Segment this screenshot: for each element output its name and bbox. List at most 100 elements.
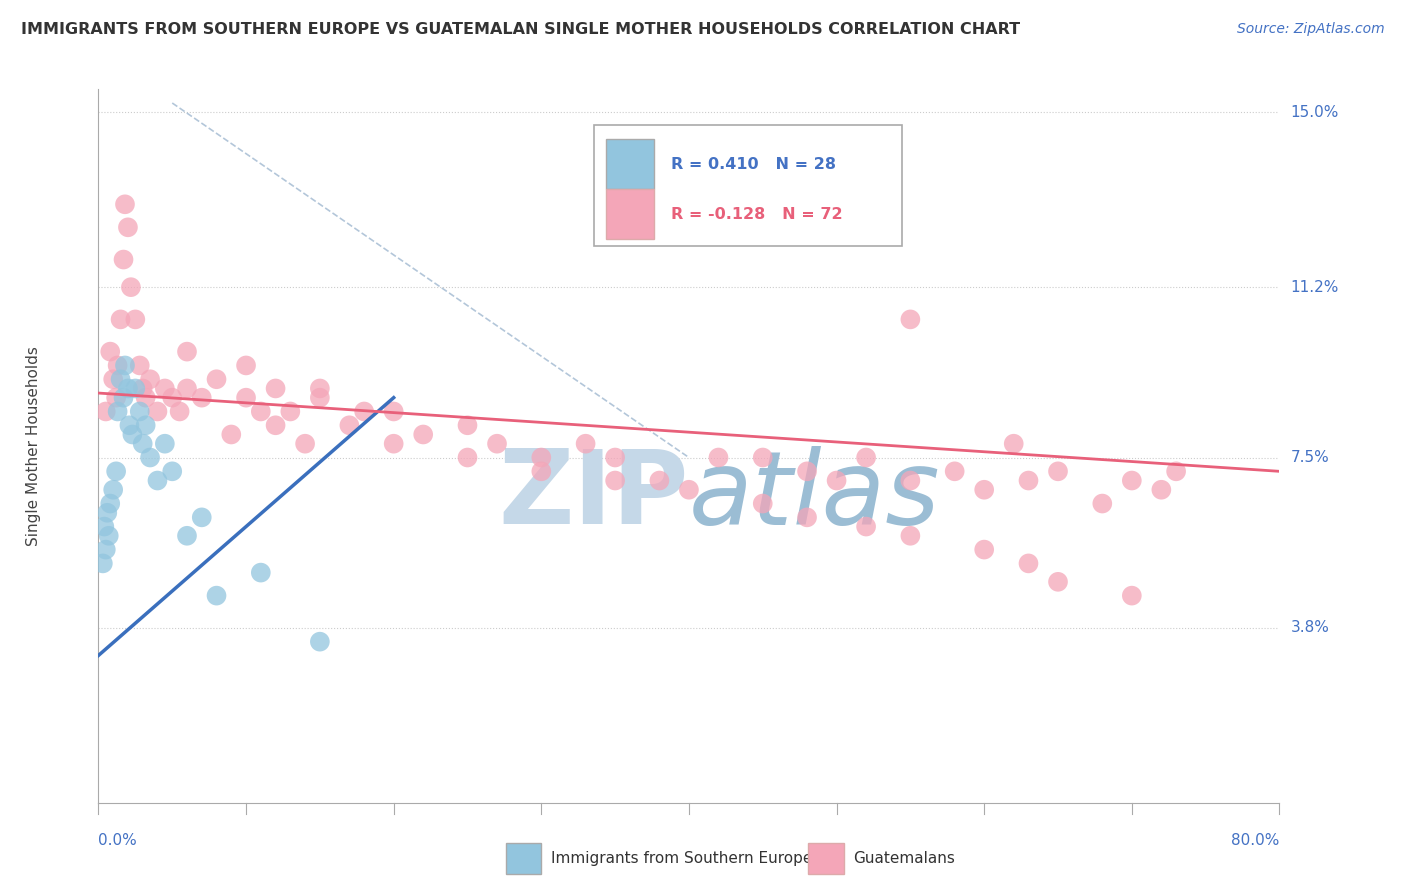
- Point: [1091, 497, 1114, 511]
- Point: [114, 197, 136, 211]
- Point: [176, 381, 198, 395]
- Point: [900, 474, 922, 488]
- Point: [1002, 436, 1025, 450]
- Text: R = 0.410   N = 28: R = 0.410 N = 28: [671, 157, 837, 171]
- Point: [900, 312, 922, 326]
- Point: [294, 436, 316, 450]
- Point: [574, 436, 596, 450]
- Text: atlas: atlas: [689, 446, 941, 546]
- Point: [118, 418, 141, 433]
- Point: [751, 497, 773, 511]
- Point: [103, 372, 125, 386]
- Point: [139, 372, 162, 386]
- Point: [107, 404, 129, 418]
- Text: Guatemalans: Guatemalans: [853, 851, 955, 865]
- Point: [605, 450, 627, 465]
- Text: Immigrants from Southern Europe: Immigrants from Southern Europe: [551, 851, 813, 865]
- Point: [855, 450, 877, 465]
- Text: 0.0%: 0.0%: [98, 833, 138, 848]
- Text: R = -0.128   N = 72: R = -0.128 N = 72: [671, 207, 842, 221]
- Point: [110, 312, 132, 326]
- Point: [132, 436, 155, 450]
- Text: Source: ZipAtlas.com: Source: ZipAtlas.com: [1237, 22, 1385, 37]
- Point: [114, 359, 136, 373]
- Point: [94, 404, 117, 418]
- Point: [97, 529, 120, 543]
- Point: [219, 427, 243, 442]
- Point: [169, 404, 191, 418]
- Point: [456, 418, 478, 433]
- Text: 11.2%: 11.2%: [1291, 280, 1339, 294]
- Point: [139, 450, 162, 465]
- Point: [191, 391, 214, 405]
- Point: [112, 391, 135, 405]
- Point: [486, 436, 509, 450]
- Point: [117, 220, 139, 235]
- Point: [1017, 474, 1039, 488]
- Point: [530, 464, 553, 478]
- Point: [132, 381, 155, 395]
- Point: [135, 391, 157, 405]
- Point: [707, 450, 730, 465]
- Point: [353, 404, 375, 418]
- Point: [162, 464, 183, 478]
- Point: [1017, 557, 1039, 571]
- Point: [973, 483, 995, 497]
- Point: [121, 427, 143, 442]
- Point: [250, 404, 273, 418]
- Point: [124, 312, 146, 326]
- Point: [796, 510, 818, 524]
- Point: [103, 483, 125, 497]
- Point: [120, 280, 142, 294]
- Text: 7.5%: 7.5%: [1291, 450, 1329, 465]
- Point: [1121, 474, 1143, 488]
- Point: [162, 391, 183, 405]
- Point: [191, 510, 214, 524]
- Point: [796, 464, 818, 478]
- Point: [117, 381, 139, 395]
- Point: [107, 359, 129, 373]
- Point: [176, 529, 198, 543]
- Point: [825, 474, 848, 488]
- Point: [153, 381, 176, 395]
- Point: [382, 436, 405, 450]
- Point: [96, 506, 118, 520]
- Point: [146, 474, 169, 488]
- Point: [91, 557, 114, 571]
- Point: [309, 391, 332, 405]
- Point: [943, 464, 966, 478]
- Point: [1150, 483, 1173, 497]
- Point: [530, 450, 553, 465]
- FancyBboxPatch shape: [606, 139, 654, 189]
- Point: [1164, 464, 1187, 478]
- Point: [456, 450, 478, 465]
- Text: 15.0%: 15.0%: [1291, 104, 1339, 120]
- Point: [309, 381, 332, 395]
- Text: 80.0%: 80.0%: [1232, 833, 1279, 848]
- Point: [146, 404, 169, 418]
- Point: [1121, 589, 1143, 603]
- FancyBboxPatch shape: [606, 189, 654, 239]
- Point: [153, 436, 176, 450]
- Point: [264, 418, 287, 433]
- Point: [112, 252, 135, 267]
- Point: [751, 450, 773, 465]
- Point: [105, 391, 128, 405]
- Point: [382, 404, 405, 418]
- Point: [94, 542, 117, 557]
- Point: [1046, 464, 1069, 478]
- Point: [110, 372, 132, 386]
- Point: [128, 404, 150, 418]
- Text: IMMIGRANTS FROM SOUTHERN EUROPE VS GUATEMALAN SINGLE MOTHER HOUSEHOLDS CORRELATI: IMMIGRANTS FROM SOUTHERN EUROPE VS GUATE…: [21, 22, 1021, 37]
- Point: [205, 589, 228, 603]
- Point: [235, 359, 257, 373]
- Point: [973, 542, 995, 557]
- Point: [128, 359, 150, 373]
- Point: [98, 344, 121, 359]
- Point: [412, 427, 434, 442]
- Point: [678, 483, 700, 497]
- Point: [105, 464, 128, 478]
- Point: [98, 497, 121, 511]
- Point: [264, 381, 287, 395]
- Text: ZIP: ZIP: [499, 445, 689, 547]
